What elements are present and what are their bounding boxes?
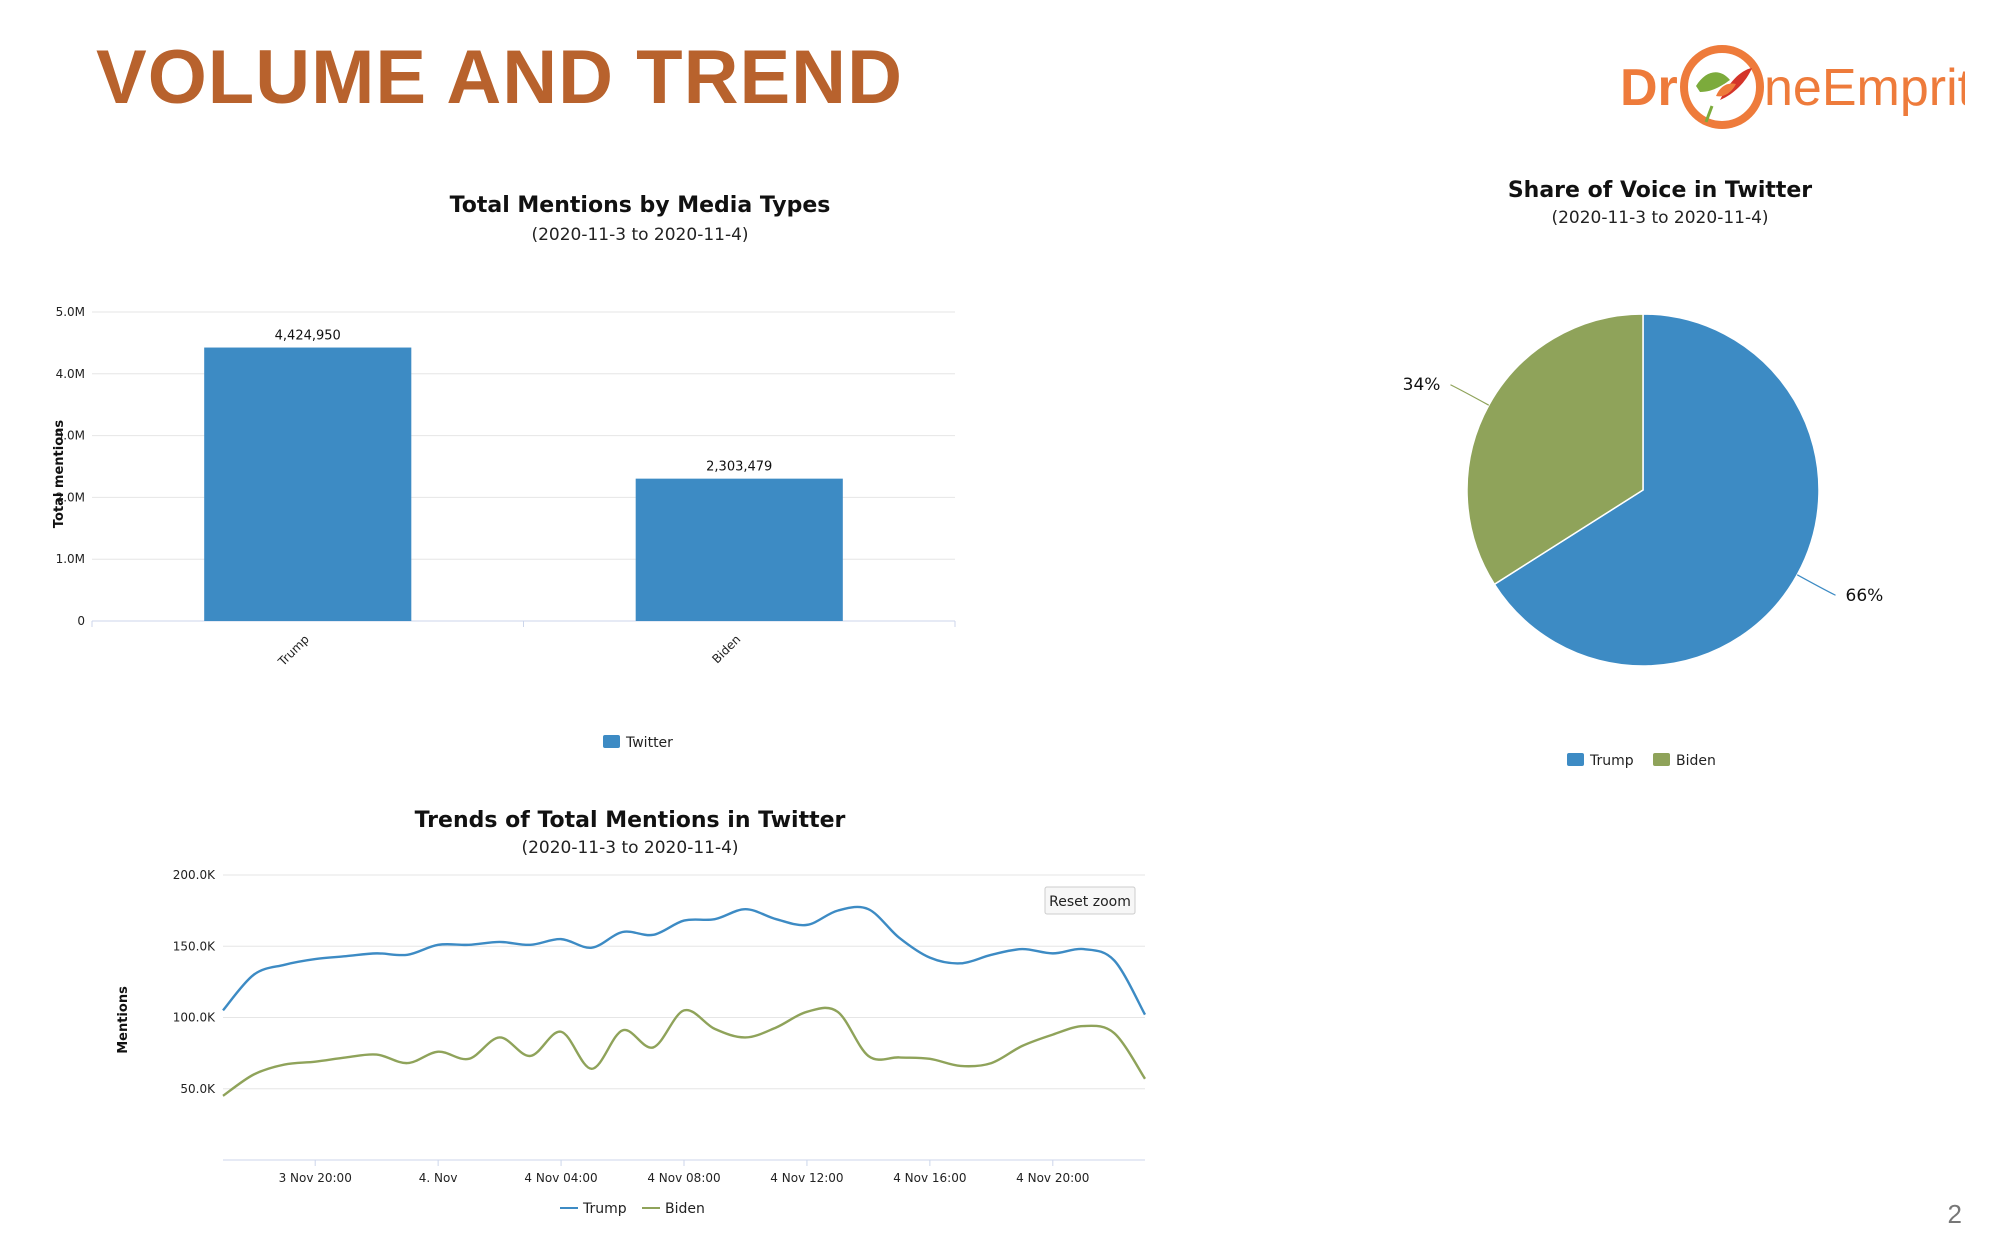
pie-connector-biden: [1450, 384, 1490, 406]
pie-legend-item-biden[interactable]: Biden: [1653, 753, 1716, 769]
line-y-tick-label: 50.0K: [180, 1082, 216, 1096]
line-series-trump[interactable]: [222, 905, 1147, 1016]
legend-label-trump: Trump: [582, 1201, 627, 1217]
pie-chart-subtitle: (2020-11-3 to 2020-11-4): [1551, 208, 1768, 228]
total-mentions-bar-chart: Total Mentions by Media Types (2020-11-3…: [52, 193, 956, 751]
pie-legend-item-trump[interactable]: Trump: [1567, 753, 1634, 769]
page-number: 2: [1947, 1199, 1962, 1229]
trends-line-chart: Trends of Total Mentions in Twitter (202…: [116, 808, 1147, 1217]
bar-chart-title: Total Mentions by Media Types: [450, 193, 831, 218]
bar-y-tick-label: 1.0M: [56, 552, 85, 566]
legend-swatch-twitter: [603, 735, 620, 748]
bar-y-tick-label: 0: [77, 614, 85, 628]
line-legend-item-trump[interactable]: Trump: [560, 1201, 627, 1217]
pie-connector-trump: [1796, 574, 1836, 596]
legend-swatch-trump: [1567, 753, 1584, 766]
line-y-axis-title: Mentions: [116, 986, 131, 1054]
line-series-biden[interactable]: [222, 1006, 1147, 1097]
line-x-tick-label: 4 Nov 20:00: [1016, 1171, 1089, 1185]
logo-text-right: neEmprit: [1764, 59, 1965, 117]
bar-data-label: 4,424,950: [275, 329, 341, 344]
bar-x-tick-label: Trump: [275, 632, 312, 669]
line-y-tick-label: 100.0K: [173, 1011, 216, 1025]
bar-trump[interactable]: [204, 347, 412, 621]
page-title: VOLUME AND TREND: [96, 35, 903, 120]
bar-y-tick-label: 2.0M: [56, 490, 85, 504]
logo-text-left: Dr: [1620, 59, 1678, 117]
line-x-tick-label: 4. Nov: [419, 1171, 458, 1185]
line-chart-subtitle: (2020-11-3 to 2020-11-4): [521, 838, 738, 858]
pie-chart-title: Share of Voice in Twitter: [1508, 178, 1812, 203]
pie-label-trump: 66%: [1846, 586, 1884, 606]
pie-slice-trump[interactable]: [1493, 313, 1820, 667]
bar-x-tick-label: Biden: [709, 632, 743, 666]
line-x-tick-label: 4 Nov 12:00: [770, 1171, 843, 1185]
pie-label-biden: 34%: [1403, 375, 1441, 395]
legend-label-twitter: Twitter: [625, 735, 673, 751]
reset-zoom-button[interactable]: Reset zoom: [1044, 886, 1136, 915]
line-y-tick-label: 150.0K: [173, 939, 216, 953]
share-of-voice-pie-chart: Share of Voice in Twitter (2020-11-3 to …: [1403, 178, 1884, 769]
droneemprit-logo: Dr neEmprit: [1620, 40, 1965, 135]
line-y-tick-label: 200.0K: [173, 868, 216, 882]
bar-data-label: 2,303,479: [706, 460, 772, 475]
legend-swatch-biden: [1653, 753, 1670, 766]
bar-y-tick-label: 5.0M: [56, 305, 85, 319]
line-legend-item-biden[interactable]: Biden: [642, 1201, 705, 1217]
bar-y-tick-label: 3.0M: [56, 429, 85, 443]
logo-drone-o-icon: [1680, 45, 1764, 129]
line-chart-title: Trends of Total Mentions in Twitter: [415, 808, 846, 833]
bar-legend[interactable]: Twitter: [603, 735, 673, 751]
legend-label-trump: Trump: [1589, 753, 1634, 769]
bar-y-tick-label: 4.0M: [56, 367, 85, 381]
bar-chart-subtitle: (2020-11-3 to 2020-11-4): [531, 225, 748, 245]
line-x-tick-label: 4 Nov 16:00: [893, 1171, 966, 1185]
line-x-tick-label: 3 Nov 20:00: [279, 1171, 352, 1185]
line-legend: Trump Biden: [560, 1201, 705, 1217]
line-x-tick-label: 4 Nov 08:00: [647, 1171, 720, 1185]
legend-label-biden: Biden: [1676, 753, 1716, 769]
reset-zoom-label: Reset zoom: [1049, 894, 1131, 910]
pie-slice-biden[interactable]: [1466, 313, 1644, 586]
bar-y-axis-title: Total mentions: [52, 420, 67, 529]
legend-label-biden: Biden: [665, 1201, 705, 1217]
line-x-tick-label: 4 Nov 04:00: [524, 1171, 597, 1185]
pie-legend: Trump Biden: [1567, 753, 1716, 769]
bar-biden[interactable]: [635, 478, 843, 621]
